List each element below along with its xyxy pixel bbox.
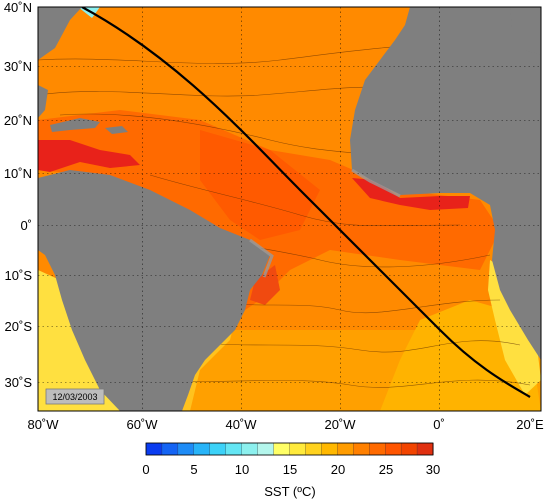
colorbar-cell (289, 442, 306, 456)
colorbar-cell (305, 442, 322, 456)
lat-tick-label: 40˚N (4, 0, 32, 15)
colorbar-cell (225, 442, 243, 456)
colorbar-tick-label: 0 (142, 462, 149, 477)
colorbar-title: SST (ºC) (264, 484, 315, 499)
land-cuba (50, 118, 100, 132)
colorbar-tick-labels: 0 5 10 15 20 25 30 (142, 462, 440, 477)
land-south-america (38, 170, 270, 411)
lat-tick-label: 20˚N (4, 113, 32, 128)
colorbar-cell (273, 442, 291, 456)
colorbar-cell (257, 442, 275, 456)
brazil-current-warm (250, 265, 280, 305)
lat-tick-label: 0˚ (20, 218, 32, 233)
land-central-america (38, 85, 48, 118)
colorbar-tick-label: 20 (331, 462, 345, 477)
northwest-cold-tip (78, 7, 100, 18)
colorbar-cell (353, 442, 370, 456)
longitude-labels: 80˚W 60˚W 40˚W 20˚W 0˚ 20˚E (27, 417, 544, 432)
lat-tick-label: 30˚S (5, 375, 33, 390)
latitude-labels: 40˚N 30˚N 20˚N 10˚N 0˚ 10˚S 20˚S 30˚S (4, 0, 33, 390)
map-gridlines (38, 7, 541, 411)
lat-tick-label: 10˚S (5, 268, 33, 283)
colorbar-cell (337, 442, 354, 456)
land-north-america (38, 7, 82, 60)
colorbar-cell (385, 442, 402, 456)
colorbar-cell (400, 442, 418, 456)
lon-tick-label: 60˚W (126, 417, 158, 432)
benguela-cold-zone (488, 260, 541, 395)
lat-tick-label: 10˚N (4, 166, 32, 181)
colorbar-tick-label: 10 (235, 462, 249, 477)
colorbar-cell (416, 442, 434, 456)
land-hispaniola (105, 126, 128, 134)
lon-tick-label: 80˚W (27, 417, 59, 432)
lon-tick-label: 20˚W (324, 417, 356, 432)
lat-tick-label: 20˚S (5, 319, 33, 334)
colorbar-cell (241, 442, 259, 456)
colorbar-cell (321, 442, 338, 456)
ocean-central-warm (200, 130, 320, 240)
land-northeast-island (510, 7, 541, 55)
colorbar: 0 5 10 15 20 25 30 SST (ºC) (142, 442, 440, 499)
colorbar-cells (145, 442, 434, 456)
colorbar-cell (161, 442, 179, 456)
colorbar-cell (369, 442, 386, 456)
map-border (37, 6, 542, 412)
date-stamp-box (45, 388, 105, 405)
map-panel: 12/03/2003 (38, 7, 541, 411)
colorbar-tick-label: 30 (426, 462, 440, 477)
colorbar-cell (209, 442, 227, 456)
lon-tick-label: 20˚E (516, 417, 544, 432)
colorbar-cell (177, 442, 195, 456)
colorbar-tick-label: 15 (283, 462, 297, 477)
colorbar-cell (193, 442, 211, 456)
colorbar-tick-label: 25 (379, 462, 393, 477)
lon-tick-label: 0˚ (433, 417, 445, 432)
date-stamp: 12/03/2003 (52, 392, 97, 402)
caribbean-hot-spot (38, 140, 140, 172)
land-africa-europe (350, 7, 541, 360)
colorbar-cell (145, 442, 163, 456)
colorbar-tick-label: 5 (190, 462, 197, 477)
colorbar-border (145, 442, 434, 456)
lat-tick-label: 30˚N (4, 59, 32, 74)
cruise-track-line (81, 7, 531, 398)
lon-tick-label: 40˚W (225, 417, 257, 432)
